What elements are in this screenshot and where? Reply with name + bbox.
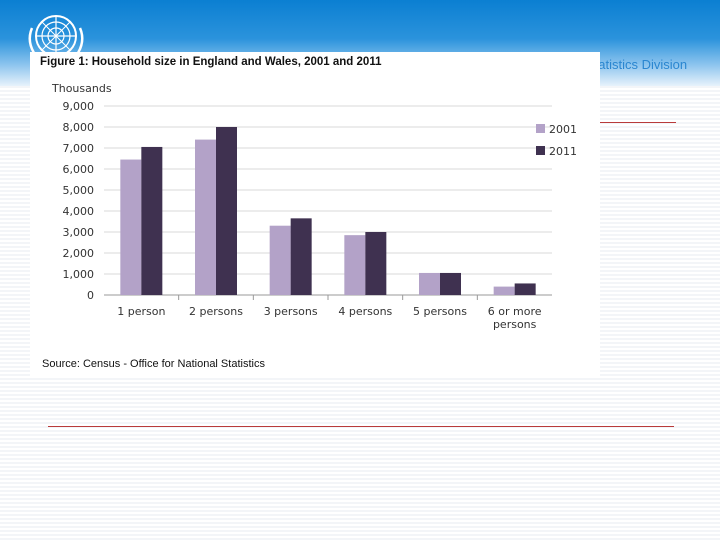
bar-2001-4 [419, 272, 440, 295]
y-tick-label: 1,000 [63, 268, 95, 281]
y-tick-label: 3,000 [63, 226, 95, 239]
bar-2001-2 [269, 225, 291, 295]
bar-2011-3 [365, 232, 387, 295]
y-tick-label: 7,000 [63, 142, 95, 155]
figure-card: Figure 1: Household size in England and … [30, 52, 600, 378]
figure-source: Source: Census - Office for National Sta… [42, 358, 265, 370]
bar-2011-0 [141, 146, 163, 295]
x-tick-label: 1 person [117, 305, 165, 318]
bar-2011-5 [514, 283, 536, 295]
x-tick-label: persons [493, 318, 537, 331]
y-tick-label: 8,000 [63, 121, 95, 134]
bar-2001-1 [195, 139, 216, 295]
top-divider [598, 122, 676, 123]
figure-title: Figure 1: Household size in England and … [40, 56, 382, 68]
y-axis-label: Thousands [51, 82, 112, 95]
bar-2011-2 [290, 218, 312, 295]
legend-swatch-2001 [536, 124, 545, 133]
division-label: Statistics Division [586, 57, 688, 72]
y-tick-label: 2,000 [63, 247, 95, 260]
x-tick-label: 2 persons [189, 305, 243, 318]
y-tick-label: 6,000 [63, 163, 95, 176]
bar-2011-1 [216, 127, 237, 295]
legend-swatch-2011 [536, 146, 545, 155]
bottom-divider [48, 426, 674, 427]
legend-label-2011: 2011 [549, 145, 577, 158]
y-tick-label: 5,000 [63, 184, 95, 197]
x-tick-label: 5 persons [413, 305, 467, 318]
bar-2011-4 [440, 272, 461, 295]
bar-2001-3 [344, 235, 366, 295]
y-tick-label: 0 [87, 289, 94, 302]
bar-2001-5 [493, 286, 515, 295]
x-tick-label: 6 or more [488, 305, 542, 318]
legend-label-2001: 2001 [549, 123, 577, 136]
y-tick-label: 4,000 [63, 205, 95, 218]
x-tick-label: 4 persons [338, 305, 392, 318]
bar-chart: Thousands 0 1,000 2,000 3,000 4,000 5,000 6,000… [51, 82, 577, 331]
y-tick-label: 9,000 [63, 100, 95, 113]
bar-2001-0 [120, 159, 142, 295]
x-tick-label: 3 persons [264, 305, 318, 318]
